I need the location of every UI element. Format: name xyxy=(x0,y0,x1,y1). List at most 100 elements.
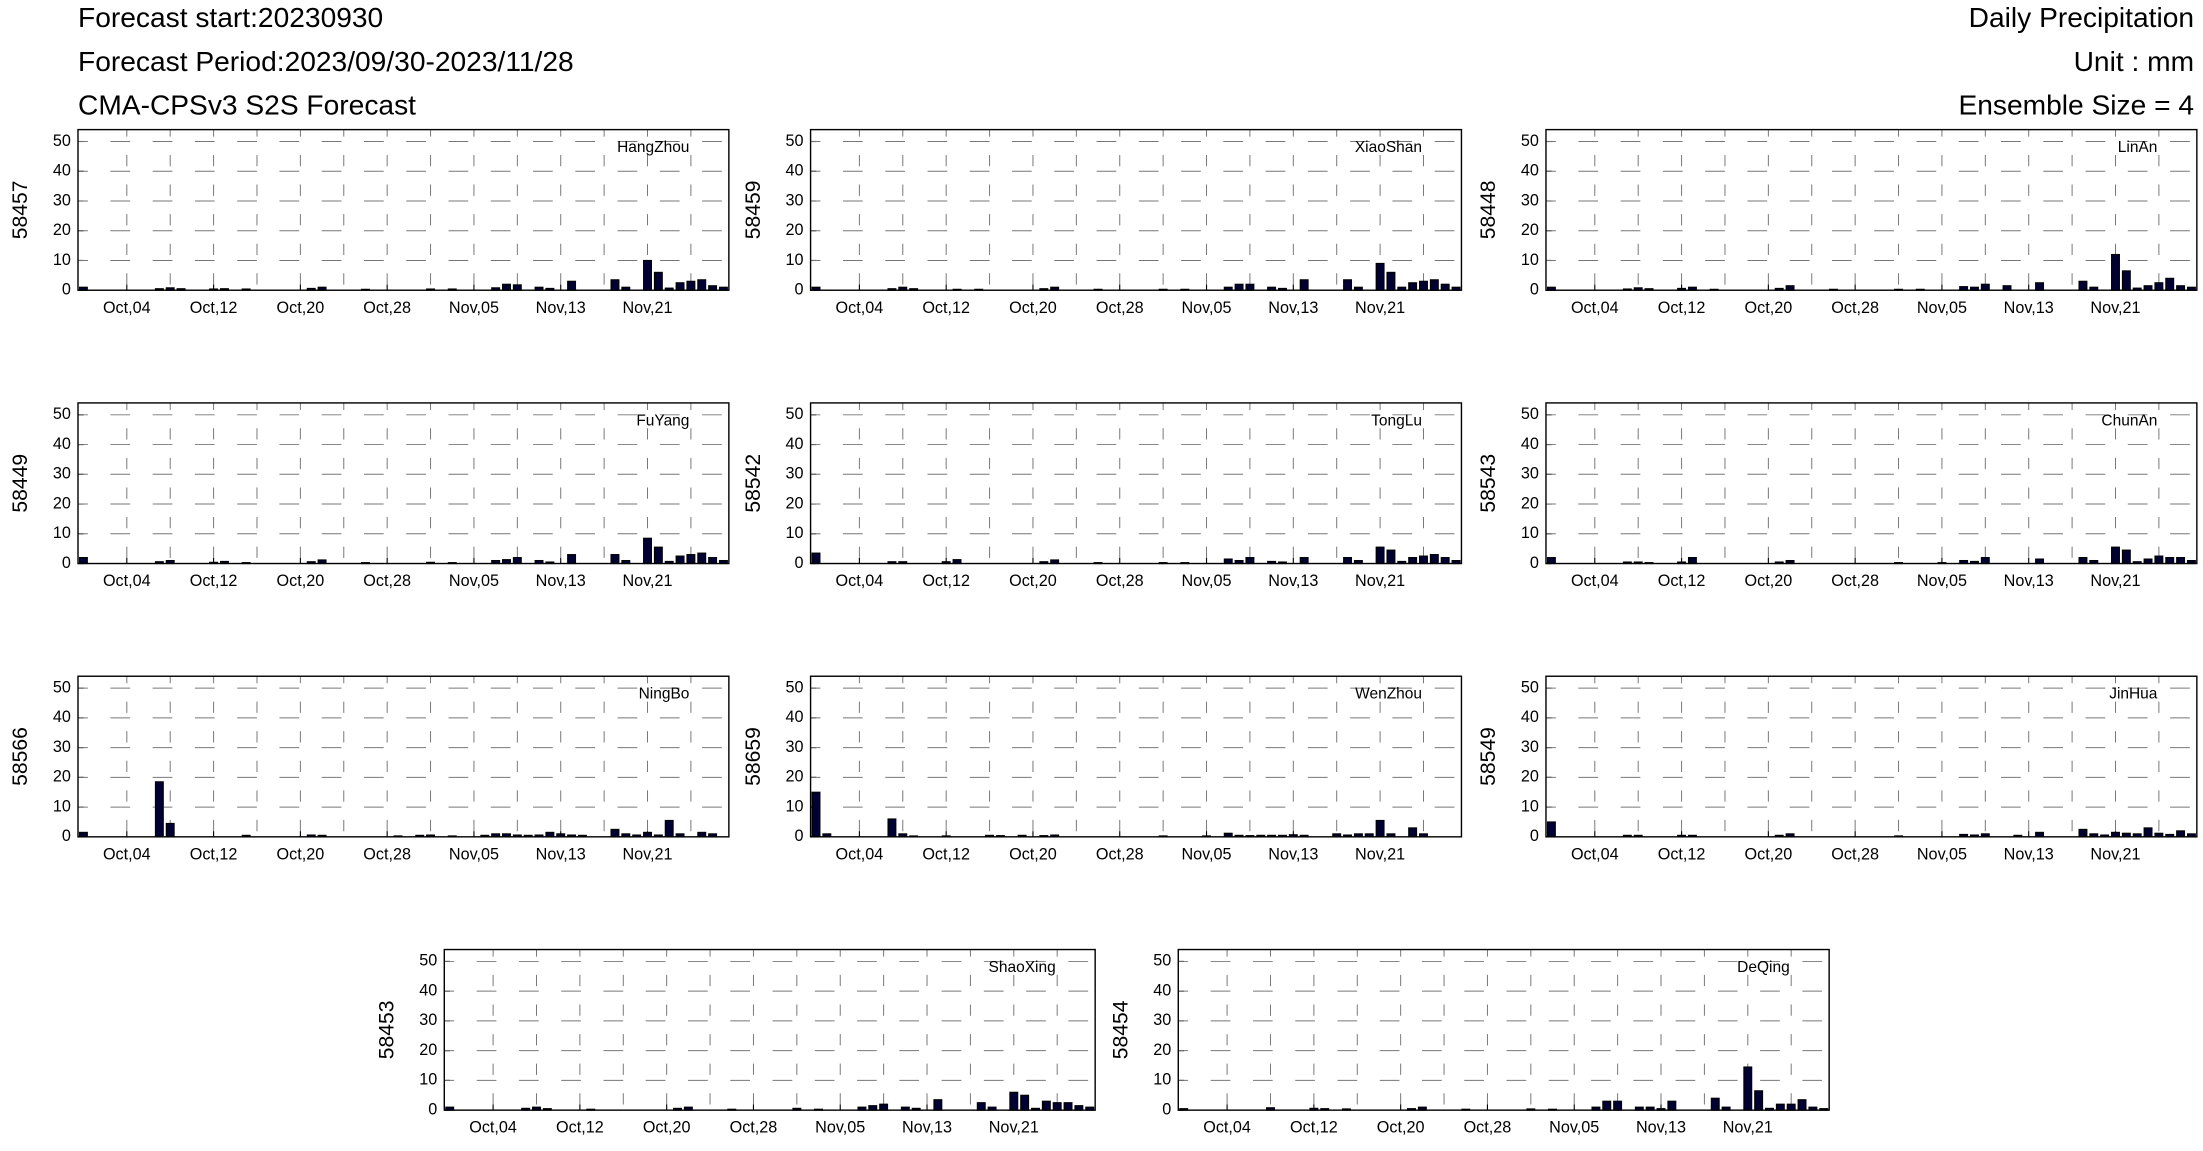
station-id: 58566 xyxy=(9,727,32,786)
y-tick-label: 10 xyxy=(419,1071,437,1089)
bar xyxy=(2154,282,2164,291)
station-id: 58543 xyxy=(1477,454,1500,513)
bar xyxy=(1419,280,1428,291)
bar xyxy=(1375,262,1385,291)
x-tick-label: Nov,13 xyxy=(536,845,586,863)
plot-frame xyxy=(77,675,730,838)
x-tick-label: Nov,21 xyxy=(1355,845,1405,863)
bar xyxy=(1245,557,1255,565)
bar xyxy=(653,546,663,565)
bar xyxy=(879,1103,889,1111)
bar xyxy=(512,557,522,565)
forecast-start: Forecast start:20230930 xyxy=(78,1,383,33)
station-id: 58459 xyxy=(742,181,765,240)
bar xyxy=(1408,827,1418,838)
x-tick-label: Oct,04 xyxy=(836,299,884,317)
x-tick-label: Oct,20 xyxy=(1009,572,1057,590)
bar xyxy=(664,819,674,838)
panel: 0 10 20 30 40 50 Oct,04 Oct,12 Oct,20 Oct,28 Nov,0… xyxy=(376,948,1096,1137)
y-tick-label: 10 xyxy=(786,797,804,815)
y-tick-label: 10 xyxy=(786,524,804,542)
y-tick-label: 10 xyxy=(53,524,71,542)
y-tick-label: 50 xyxy=(1521,405,1539,423)
x-tick-label: Oct,20 xyxy=(1745,845,1793,863)
bar xyxy=(675,555,685,565)
y-tick-label: 0 xyxy=(1162,1100,1171,1118)
station-name: DeQing xyxy=(1737,959,1790,976)
x-tick-label: Oct,28 xyxy=(1096,572,1144,590)
y-tick-label: 0 xyxy=(62,280,71,298)
x-tick-label: Nov,21 xyxy=(989,1119,1039,1137)
x-tick-label: Oct,28 xyxy=(1831,299,1879,317)
y-tick-label: 40 xyxy=(1521,162,1539,180)
y-tick-label: 30 xyxy=(53,191,71,209)
station-id: 58448 xyxy=(1477,181,1500,240)
station-id: 58457 xyxy=(9,181,32,240)
plot-frame xyxy=(1545,675,2198,838)
bar xyxy=(1667,1100,1677,1111)
bar xyxy=(686,554,696,565)
y-tick-label: 30 xyxy=(419,1011,437,1029)
x-tick-label: Oct,28 xyxy=(363,572,411,590)
x-tick-label: Nov,05 xyxy=(449,299,499,317)
bar xyxy=(1041,1100,1051,1111)
x-tick-label: Nov,13 xyxy=(1268,845,1318,863)
unit: Unit : mm xyxy=(2074,45,2194,77)
bar xyxy=(2176,557,2186,565)
x-tick-label: Oct,28 xyxy=(730,1119,778,1137)
y-tick-label: 30 xyxy=(786,738,804,756)
bar xyxy=(2165,557,2175,565)
y-tick-label: 40 xyxy=(53,435,71,453)
y-tick-label: 30 xyxy=(1153,1011,1171,1029)
x-tick-label: Oct,12 xyxy=(1658,845,1706,863)
y-tick-label: 10 xyxy=(786,251,804,269)
x-tick-label: Nov,05 xyxy=(1181,845,1231,863)
y-tick-label: 0 xyxy=(62,827,71,845)
y-tick-label: 20 xyxy=(786,221,804,239)
x-tick-label: Oct,20 xyxy=(1009,299,1057,317)
bar xyxy=(1429,279,1439,291)
x-tick-label: Oct,28 xyxy=(1831,572,1879,590)
y-tick-label: 10 xyxy=(1521,524,1539,542)
model-name: CMA-CPSv3 S2S Forecast xyxy=(78,89,416,121)
bar xyxy=(1063,1102,1073,1111)
bar xyxy=(154,781,164,838)
bar xyxy=(1546,557,1556,565)
bar xyxy=(2121,549,2131,565)
x-tick-label: Oct,04 xyxy=(103,572,151,590)
plot-frame xyxy=(809,128,1463,291)
y-tick-label: 20 xyxy=(1153,1041,1171,1059)
station-id: 58659 xyxy=(742,727,765,786)
bar xyxy=(567,554,577,565)
x-tick-label: Oct,28 xyxy=(1464,1119,1512,1137)
bar xyxy=(1052,1102,1062,1111)
y-tick-label: 40 xyxy=(53,162,71,180)
y-tick-label: 10 xyxy=(1153,1071,1171,1089)
y-tick-label: 0 xyxy=(62,554,71,572)
x-tick-label: Nov,05 xyxy=(449,572,499,590)
bar xyxy=(1980,557,1990,565)
bar xyxy=(567,280,577,291)
y-tick-label: 0 xyxy=(1530,554,1539,572)
bar xyxy=(2154,555,2164,565)
bar xyxy=(1020,1094,1030,1111)
bar xyxy=(643,537,652,565)
bar xyxy=(1687,557,1697,565)
bar xyxy=(811,552,821,565)
x-tick-label: Oct,12 xyxy=(922,299,970,317)
bar xyxy=(1299,279,1309,291)
bar xyxy=(887,818,897,838)
x-tick-label: Oct,20 xyxy=(1745,299,1793,317)
bar xyxy=(1343,557,1353,565)
bar xyxy=(165,822,175,838)
x-tick-label: Oct,12 xyxy=(556,1119,604,1137)
bar xyxy=(697,552,707,565)
x-tick-label: Oct,12 xyxy=(922,845,970,863)
bar xyxy=(976,1102,986,1111)
x-tick-label: Oct,28 xyxy=(1096,845,1144,863)
forecast-period: Forecast Period:2023/09/30-2023/11/28 xyxy=(78,45,574,77)
x-tick-label: Nov,05 xyxy=(1917,299,1967,317)
y-tick-label: 20 xyxy=(1521,494,1539,512)
